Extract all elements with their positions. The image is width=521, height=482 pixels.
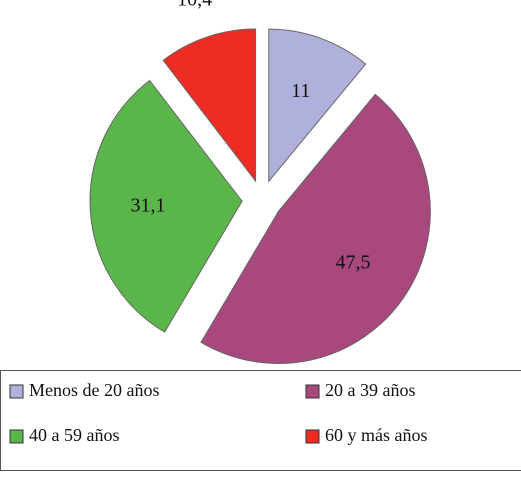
data-label: 10,4: [177, 0, 212, 11]
pie-slice: [162, 28, 257, 183]
data-label: 31,1: [130, 194, 165, 216]
pie-slice: [89, 79, 243, 333]
legend-frame: [0, 370, 521, 471]
legend-swatch: [305, 384, 320, 399]
legend-swatch: [9, 384, 24, 399]
legend-label: Menos de 20 años: [29, 380, 159, 400]
legend-swatch: [305, 429, 320, 444]
legend-label: 20 a 39 años: [325, 380, 415, 400]
legend-swatch: [9, 429, 24, 444]
legend-label: 60 y más años: [325, 425, 428, 445]
data-label: 11: [291, 80, 310, 102]
pie-slice: [200, 93, 431, 364]
data-label: 47,5: [335, 252, 370, 274]
legend-label: 40 a 59 años: [29, 425, 119, 445]
pie-slice: [268, 28, 367, 183]
